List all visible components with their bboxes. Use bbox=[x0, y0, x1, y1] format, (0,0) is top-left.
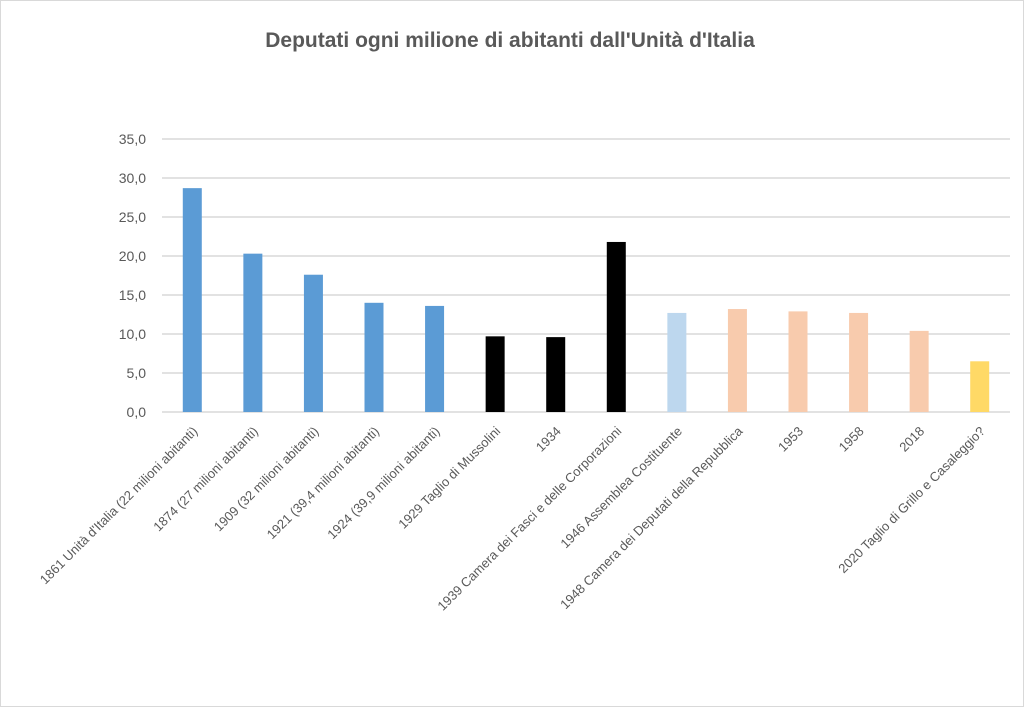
x-tick-label: 1934 bbox=[533, 424, 564, 455]
x-tick-label: 1921 (39,4 milioni abitanti) bbox=[264, 424, 382, 542]
bar bbox=[849, 312, 869, 412]
bar bbox=[485, 336, 505, 412]
bar bbox=[667, 312, 687, 412]
x-tick-label: 1958 bbox=[836, 424, 867, 455]
bar bbox=[788, 311, 808, 412]
bar bbox=[364, 302, 384, 412]
x-tick-label: 1909 (32 milioni abitanti) bbox=[211, 424, 322, 535]
y-tick-label: 30,0 bbox=[119, 170, 146, 186]
x-tick-label: 1929 Taglio di Mussolini bbox=[395, 423, 503, 531]
y-tick-label: 15,0 bbox=[119, 287, 146, 303]
x-tick-label: 2018 bbox=[896, 424, 927, 455]
y-tick-label: 5,0 bbox=[127, 365, 147, 381]
y-tick-label: 0,0 bbox=[127, 404, 147, 420]
bar bbox=[303, 274, 323, 412]
x-tick-label: 1874 (27 milioni abitanti) bbox=[150, 424, 261, 535]
bar bbox=[243, 253, 263, 412]
bar bbox=[425, 305, 445, 412]
bar bbox=[727, 309, 747, 412]
x-tick-label: 1924 (39,9 milioni abitanti) bbox=[324, 424, 442, 542]
y-tick-label: 25,0 bbox=[119, 209, 146, 225]
bar bbox=[606, 241, 626, 412]
x-tick-label: 1946 Assemblea Costituente bbox=[557, 424, 685, 552]
y-tick-label: 35,0 bbox=[119, 131, 146, 147]
bar bbox=[909, 330, 929, 412]
bar bbox=[970, 361, 990, 412]
bar bbox=[182, 188, 202, 412]
y-tick-label: 10,0 bbox=[119, 326, 146, 342]
chart-title: Deputati ogni milione di abitanti dall'U… bbox=[265, 29, 755, 52]
x-tick-label: 1953 bbox=[775, 424, 806, 455]
bar bbox=[546, 337, 566, 412]
y-tick-label: 20,0 bbox=[119, 248, 146, 264]
